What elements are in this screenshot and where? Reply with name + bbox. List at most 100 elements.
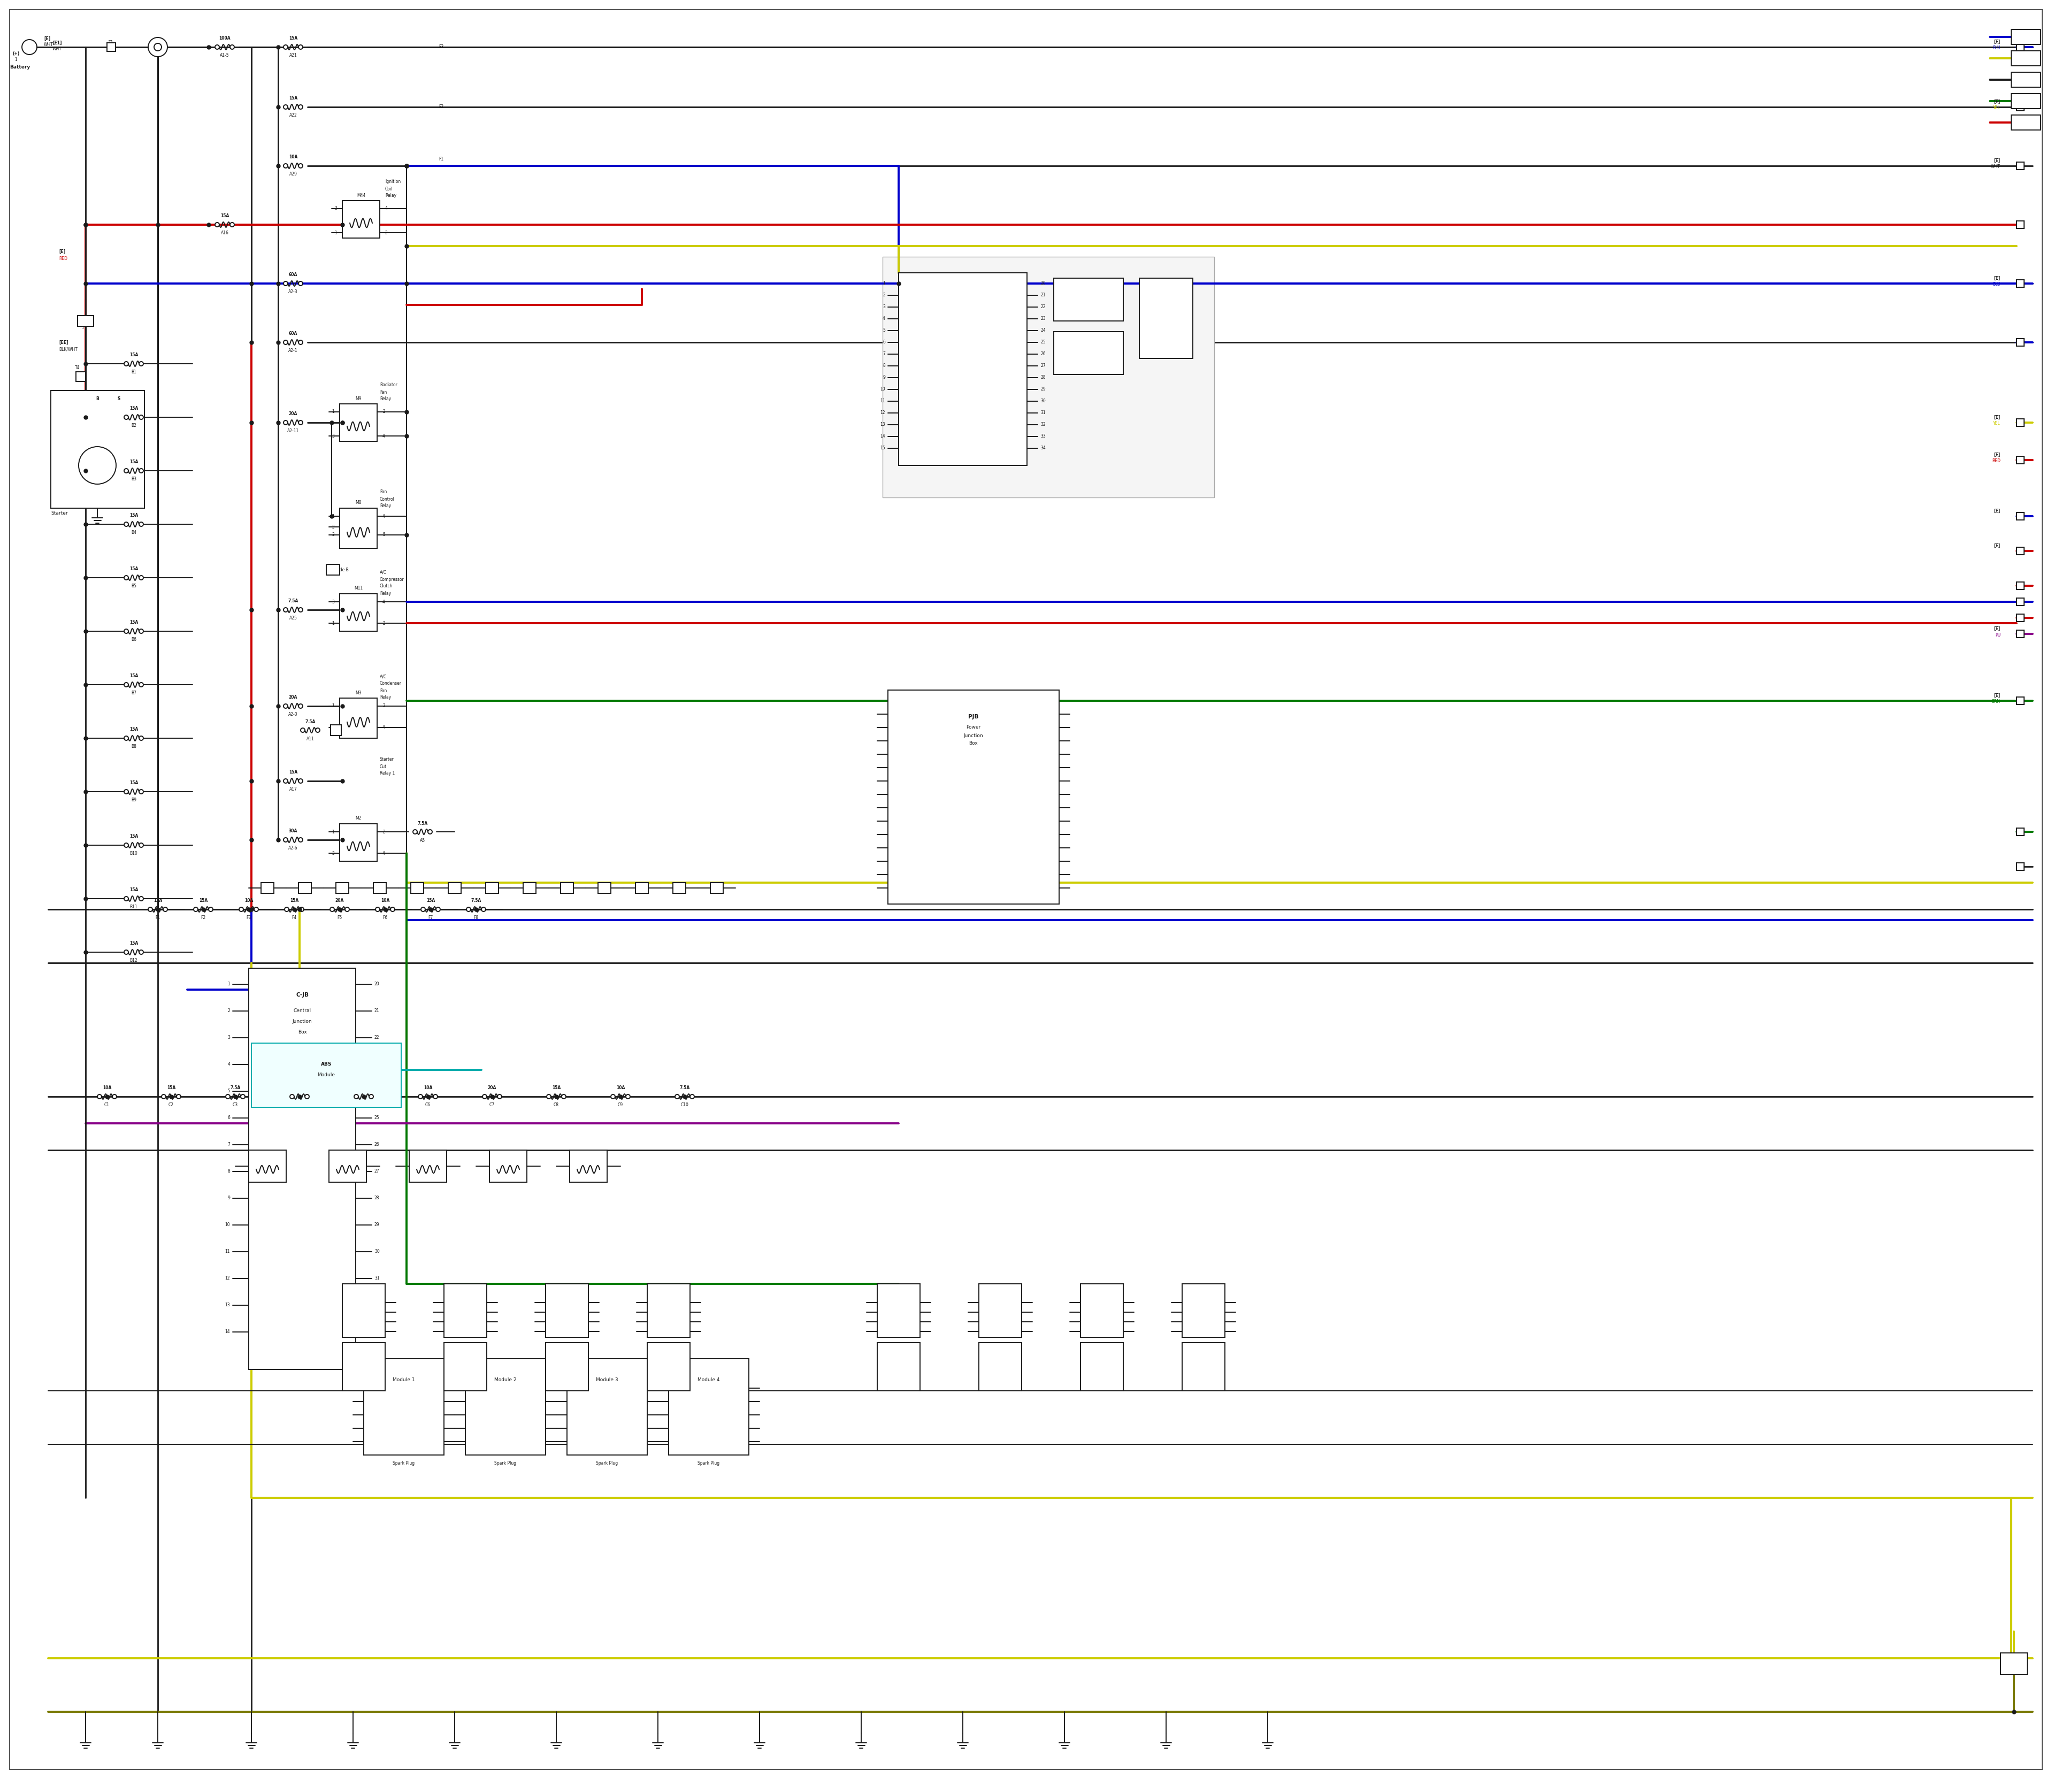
Text: 10: 10 — [224, 1222, 230, 1228]
Text: 2: 2 — [2019, 457, 2021, 462]
Bar — [249, 968, 355, 1369]
Bar — [2017, 862, 2023, 871]
Text: PU: PU — [1994, 633, 2001, 638]
Text: 7.5A: 7.5A — [306, 719, 316, 724]
Text: B7: B7 — [131, 692, 136, 695]
Text: 3: 3 — [331, 434, 335, 439]
Circle shape — [123, 521, 127, 527]
Text: Engine: Engine — [955, 297, 972, 303]
Circle shape — [283, 607, 288, 611]
Text: 100A: 100A — [220, 36, 230, 41]
Text: C7: C7 — [489, 1102, 495, 1107]
Text: 14: 14 — [879, 434, 885, 439]
Text: Relay 1: Relay 1 — [380, 771, 394, 776]
Bar — [674, 883, 686, 894]
Text: 7.5A: 7.5A — [680, 1086, 690, 1091]
Text: 24: 24 — [374, 1090, 380, 1093]
Text: RED: RED — [1992, 459, 2001, 464]
Text: 23: 23 — [1041, 317, 1045, 321]
Text: M: M — [1165, 308, 1169, 312]
Text: 15A: 15A — [129, 407, 138, 410]
Text: A2-11: A2-11 — [288, 428, 300, 434]
Text: Plug: Plug — [1200, 1358, 1208, 1364]
Text: A17: A17 — [290, 787, 298, 792]
Text: A5: A5 — [419, 839, 425, 842]
Text: 13: 13 — [879, 423, 885, 426]
Text: 23: 23 — [374, 1063, 380, 1066]
Circle shape — [331, 907, 335, 912]
Circle shape — [113, 1095, 117, 1098]
Text: Central: Central — [294, 1009, 310, 1014]
Text: B: B — [2019, 615, 2021, 620]
Text: 15A: 15A — [166, 1086, 175, 1091]
Text: F1: F1 — [156, 916, 160, 921]
Text: 2: 2 — [456, 1310, 458, 1315]
Text: 6: 6 — [228, 1116, 230, 1120]
Text: 27: 27 — [374, 1168, 380, 1174]
Circle shape — [140, 790, 144, 794]
Text: Compressor: Compressor — [380, 577, 405, 582]
Text: F3: F3 — [246, 916, 251, 921]
Bar — [374, 883, 386, 894]
Text: 15A: 15A — [427, 898, 435, 903]
Text: BLK/WHT: BLK/WHT — [60, 348, 78, 351]
Text: 12: 12 — [881, 410, 885, 416]
Text: F4: F4 — [292, 916, 296, 921]
Bar — [409, 1150, 446, 1183]
Text: Relay: Relay — [386, 194, 396, 199]
Text: Relay: Relay — [380, 591, 390, 595]
Text: 3: 3 — [331, 726, 335, 729]
Bar — [444, 1342, 487, 1391]
Text: 15A: 15A — [359, 1086, 368, 1091]
Text: T1: T1 — [109, 39, 113, 45]
Text: B11: B11 — [129, 905, 138, 910]
Text: 15A: 15A — [290, 97, 298, 100]
Text: 4: 4 — [382, 851, 384, 855]
Bar — [329, 1150, 366, 1183]
Text: 3: 3 — [335, 206, 337, 211]
Bar — [489, 1150, 528, 1183]
Text: Relay: Relay — [380, 695, 390, 701]
Text: 1: 1 — [456, 1301, 458, 1305]
Text: C402: C402 — [561, 1290, 573, 1294]
Text: 2: 2 — [1093, 1310, 1095, 1315]
Text: GRN: GRN — [1992, 699, 2001, 704]
Bar — [647, 1342, 690, 1391]
Bar — [298, 883, 312, 894]
Bar — [711, 883, 723, 894]
Circle shape — [390, 907, 394, 912]
Bar — [2017, 220, 2023, 228]
Text: PJB: PJB — [967, 715, 978, 719]
Circle shape — [370, 1095, 374, 1098]
Circle shape — [162, 907, 168, 912]
Circle shape — [626, 1095, 631, 1098]
Circle shape — [216, 222, 220, 228]
Text: Fan: Fan — [380, 389, 386, 394]
Circle shape — [676, 1095, 680, 1098]
Text: A/C: A/C — [380, 570, 386, 575]
Bar — [546, 1283, 587, 1337]
Bar — [2017, 615, 2023, 622]
Text: B: B — [2019, 584, 2021, 588]
Text: Box: Box — [298, 1030, 306, 1034]
Text: 3: 3 — [2019, 548, 2021, 554]
Text: 30: 30 — [1041, 400, 1045, 403]
Text: 20A: 20A — [487, 1086, 497, 1091]
Text: 32: 32 — [374, 1303, 380, 1308]
Text: A/C: A/C — [380, 674, 386, 679]
Circle shape — [148, 907, 152, 912]
Circle shape — [140, 896, 144, 901]
Bar — [327, 564, 339, 575]
Text: 5: 5 — [2019, 281, 2021, 287]
Circle shape — [140, 468, 144, 473]
Text: 20A: 20A — [290, 412, 298, 416]
Circle shape — [283, 340, 288, 344]
Text: Spark Plug: Spark Plug — [596, 1460, 618, 1466]
Bar — [2011, 93, 2040, 109]
Text: B6: B6 — [131, 638, 136, 642]
Text: 1: 1 — [82, 324, 84, 330]
Circle shape — [123, 416, 127, 419]
Text: 2: 2 — [382, 620, 384, 625]
Bar — [1140, 278, 1193, 358]
Circle shape — [123, 950, 127, 955]
